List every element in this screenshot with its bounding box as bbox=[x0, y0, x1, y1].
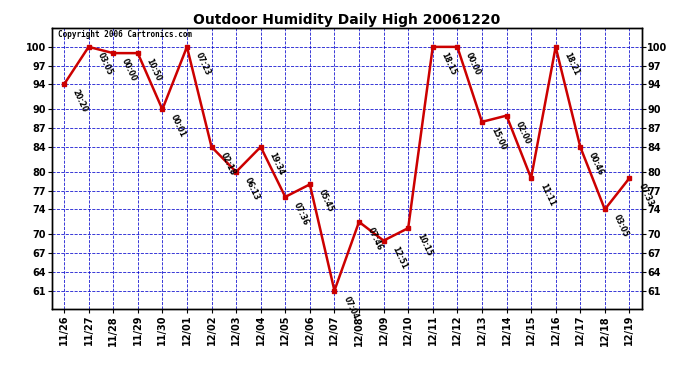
Text: 15:00: 15:00 bbox=[489, 126, 507, 152]
Text: 03:05: 03:05 bbox=[612, 213, 630, 239]
Text: 00:01: 00:01 bbox=[169, 114, 188, 139]
Text: 00:46: 00:46 bbox=[587, 151, 606, 177]
Text: 10:50: 10:50 bbox=[145, 57, 163, 83]
Text: 00:00: 00:00 bbox=[120, 57, 139, 83]
Text: 18:21: 18:21 bbox=[562, 51, 581, 77]
Title: Outdoor Humidity Daily High 20061220: Outdoor Humidity Daily High 20061220 bbox=[193, 13, 500, 27]
Text: 05:45: 05:45 bbox=[317, 189, 335, 214]
Text: 11:11: 11:11 bbox=[538, 182, 556, 208]
Text: 00:00: 00:00 bbox=[464, 51, 482, 77]
Text: 20:20: 20:20 bbox=[71, 88, 89, 114]
Text: 18:15: 18:15 bbox=[440, 51, 458, 77]
Text: 19:34: 19:34 bbox=[268, 151, 286, 177]
Text: 07:36: 07:36 bbox=[293, 201, 310, 227]
Text: 10:15: 10:15 bbox=[415, 232, 433, 258]
Text: 03:05: 03:05 bbox=[96, 51, 114, 76]
Text: 07:33: 07:33 bbox=[636, 182, 655, 208]
Text: 02:00: 02:00 bbox=[513, 120, 532, 146]
Text: Copyright 2006 Cartronics.com: Copyright 2006 Cartronics.com bbox=[58, 30, 192, 39]
Text: 07:23: 07:23 bbox=[194, 51, 213, 77]
Text: 06:13: 06:13 bbox=[243, 176, 262, 202]
Text: 07:46: 07:46 bbox=[366, 226, 384, 252]
Text: 02:18: 02:18 bbox=[219, 151, 237, 177]
Text: 12:51: 12:51 bbox=[391, 245, 409, 270]
Text: 07:04: 07:04 bbox=[342, 295, 359, 321]
